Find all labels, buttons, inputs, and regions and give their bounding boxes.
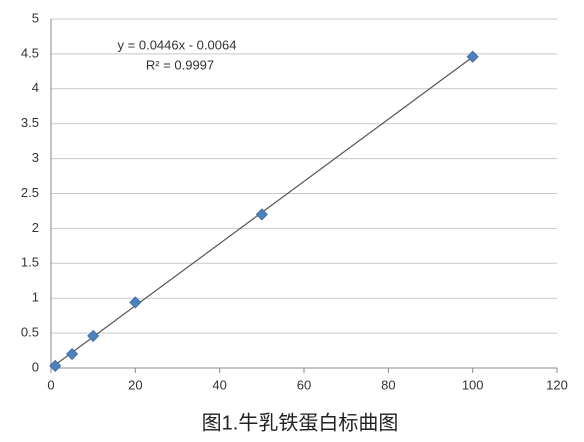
point	[255, 208, 268, 221]
y-tick-label: 1.5	[21, 255, 39, 270]
y-tick-label: 5	[32, 10, 39, 25]
x-tick-label: 60	[297, 377, 311, 392]
point	[87, 329, 100, 342]
y-tick-label: 0.5	[21, 325, 39, 340]
y-tick-label: 3.5	[21, 115, 39, 130]
y-tick-label: 0	[32, 359, 39, 374]
x-tick-label: 100	[462, 377, 484, 392]
y-tick-label: 3	[32, 150, 39, 165]
x-tick-label: 80	[381, 377, 395, 392]
x-tick-label: 0	[47, 377, 54, 392]
r-squared: R² = 0.9997	[146, 57, 214, 72]
caption: 图1.牛乳铁蛋白标曲图	[202, 411, 399, 434]
x-tick-label: 20	[128, 377, 142, 392]
y-tick-label: 2	[32, 220, 39, 235]
y-tick-label: 2.5	[21, 185, 39, 200]
x-tick-label: 40	[212, 377, 226, 392]
point	[466, 50, 479, 63]
x-tick-label: 120	[546, 377, 568, 392]
y-tick-label: 4	[32, 80, 39, 95]
y-tick-label: 4.5	[21, 45, 39, 60]
point	[129, 296, 142, 309]
point	[49, 359, 62, 372]
y-tick-label: 1	[32, 290, 39, 305]
point	[66, 347, 79, 361]
equation: y = 0.0446x - 0.0064	[118, 37, 237, 52]
